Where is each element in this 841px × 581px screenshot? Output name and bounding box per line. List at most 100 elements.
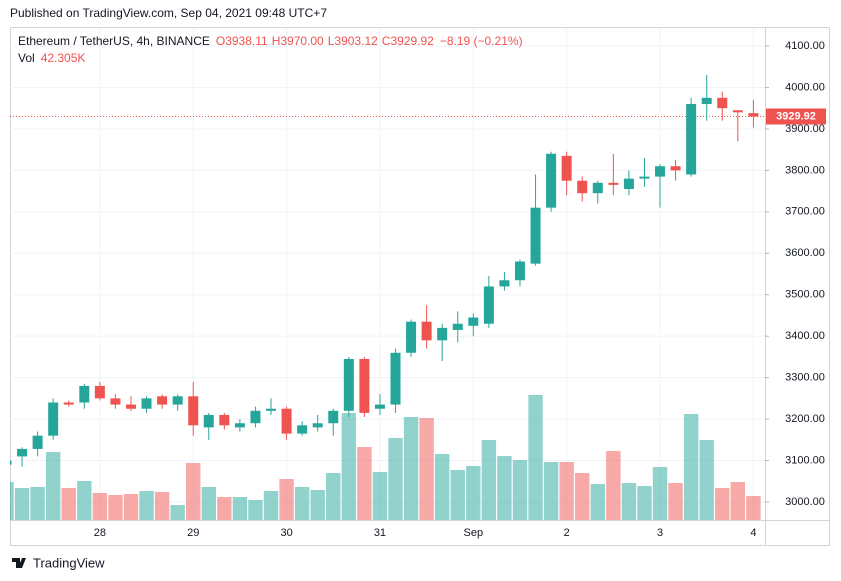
volume-bar: [419, 418, 434, 520]
candle-body: [17, 448, 28, 457]
volume-bar: [746, 496, 761, 520]
volume-bar: [326, 472, 341, 520]
y-tick-label: 3700.00: [785, 206, 825, 218]
candle-body: [592, 182, 603, 194]
candle-body: [63, 402, 74, 405]
volume-bar: [357, 447, 372, 520]
volume-bar: [61, 488, 76, 520]
volume-bar: [139, 491, 154, 520]
volume-value: 42.305K: [41, 51, 86, 65]
candle-body: [546, 153, 557, 208]
candle-body: [359, 358, 370, 413]
volume-bar: [512, 459, 528, 520]
candle-body: [468, 317, 479, 326]
candle-body: [32, 435, 43, 449]
candle-body: [732, 110, 743, 113]
candle-body: [297, 425, 308, 434]
ohlc-value: L3903.12: [328, 34, 378, 48]
volume-bar: [77, 480, 92, 520]
candle-body: [266, 408, 277, 411]
y-tick-label: 3600.00: [785, 247, 825, 259]
volume-bar: [294, 486, 310, 520]
ohlc-value: C3929.92: [382, 34, 434, 48]
candle-body: [390, 352, 401, 405]
symbol: Ethereum / TetherUS, 4h, BINANCE: [18, 34, 210, 48]
volume-bar: [652, 467, 668, 520]
volume-bar: [30, 486, 45, 520]
candle-body: [250, 410, 261, 424]
x-tick-label: 29: [187, 527, 199, 539]
chart-frame: [10, 27, 830, 546]
y-tick-label: 3100.00: [785, 454, 825, 466]
volume-bar: [10, 482, 14, 520]
candle-body: [406, 321, 417, 353]
volume-bar: [637, 486, 652, 520]
volume-bar: [341, 413, 357, 520]
candle-body: [234, 423, 245, 428]
volume-layer: [10, 395, 761, 520]
y-tick-label: 3300.00: [785, 372, 825, 384]
candle-body: [483, 286, 494, 324]
ohlc-value: O3938.11: [216, 34, 268, 48]
candle-body: [157, 396, 168, 405]
candle-body: [203, 414, 214, 428]
last-price-box: [766, 108, 826, 125]
price-axis: 3000.00 3100.00 3200.00 3300.00 3400.00 3500.…: [765, 40, 826, 508]
volume-bar: [481, 440, 497, 520]
y-tick-label: 3400.00: [785, 330, 825, 342]
volume-bar: [497, 456, 512, 520]
volume-bar: [217, 497, 232, 520]
candle-body: [188, 396, 199, 426]
ohlc: O3938.11 H3970.00 L3903.12 C3929.92: [216, 34, 434, 48]
candle-body: [48, 402, 59, 436]
volume-bar: [466, 466, 481, 520]
volume-bar: [403, 417, 419, 520]
y-tick-label: 3200.00: [785, 413, 825, 425]
volume-bar: [668, 483, 683, 520]
candle-body: [79, 385, 90, 403]
candle-body: [94, 385, 105, 399]
y-tick-label: 3000.00: [785, 496, 825, 508]
x-tick-label: 30: [280, 527, 292, 539]
change: −8.19 (−0.21%): [440, 34, 523, 48]
grid: [10, 28, 765, 520]
volume-bar: [154, 491, 170, 520]
candle-body: [219, 414, 230, 426]
legend: Ethereum / TetherUS, 4h, BINANCE O3938.11…: [18, 34, 523, 48]
volume-bar: [45, 451, 61, 520]
volume-bar: [279, 478, 294, 520]
candle-body: [125, 404, 136, 409]
footer: TradingView: [33, 555, 105, 570]
y-tick-label: 3800.00: [785, 164, 825, 176]
volume-bar: [248, 499, 263, 520]
volume-bar: [263, 491, 279, 520]
x-tick-label: 3: [657, 527, 663, 539]
ohlc-value: H3970.00: [272, 34, 324, 48]
candle-body: [514, 261, 525, 281]
volume-bar: [450, 469, 465, 520]
time-axis: 7 28 29 30 31 Sep 2 3 4: [94, 527, 757, 539]
y-tick-label: 3500.00: [785, 289, 825, 301]
candle-body: [686, 104, 697, 175]
y-tick-label: 4100.00: [785, 40, 825, 52]
volume-bar: [683, 413, 699, 520]
volume-bar: [388, 437, 403, 520]
candle-body: [717, 97, 728, 109]
candle-body: [312, 423, 323, 428]
candle-body: [10, 460, 12, 465]
x-tick-label: 31: [374, 527, 386, 539]
volume-bar: [186, 463, 201, 520]
candle-body: [328, 410, 339, 424]
candle-body: [577, 180, 588, 194]
volume-bar: [575, 472, 590, 520]
candle-body: [748, 113, 759, 117]
candle-body: [452, 323, 463, 330]
candle-layer: [10, 75, 765, 467]
volume-bar: [201, 486, 216, 520]
candle-body: [623, 178, 634, 190]
candle-body: [110, 398, 121, 405]
candle-body: [530, 207, 541, 264]
volume-bar: [528, 395, 543, 520]
volume-bar: [434, 453, 450, 520]
